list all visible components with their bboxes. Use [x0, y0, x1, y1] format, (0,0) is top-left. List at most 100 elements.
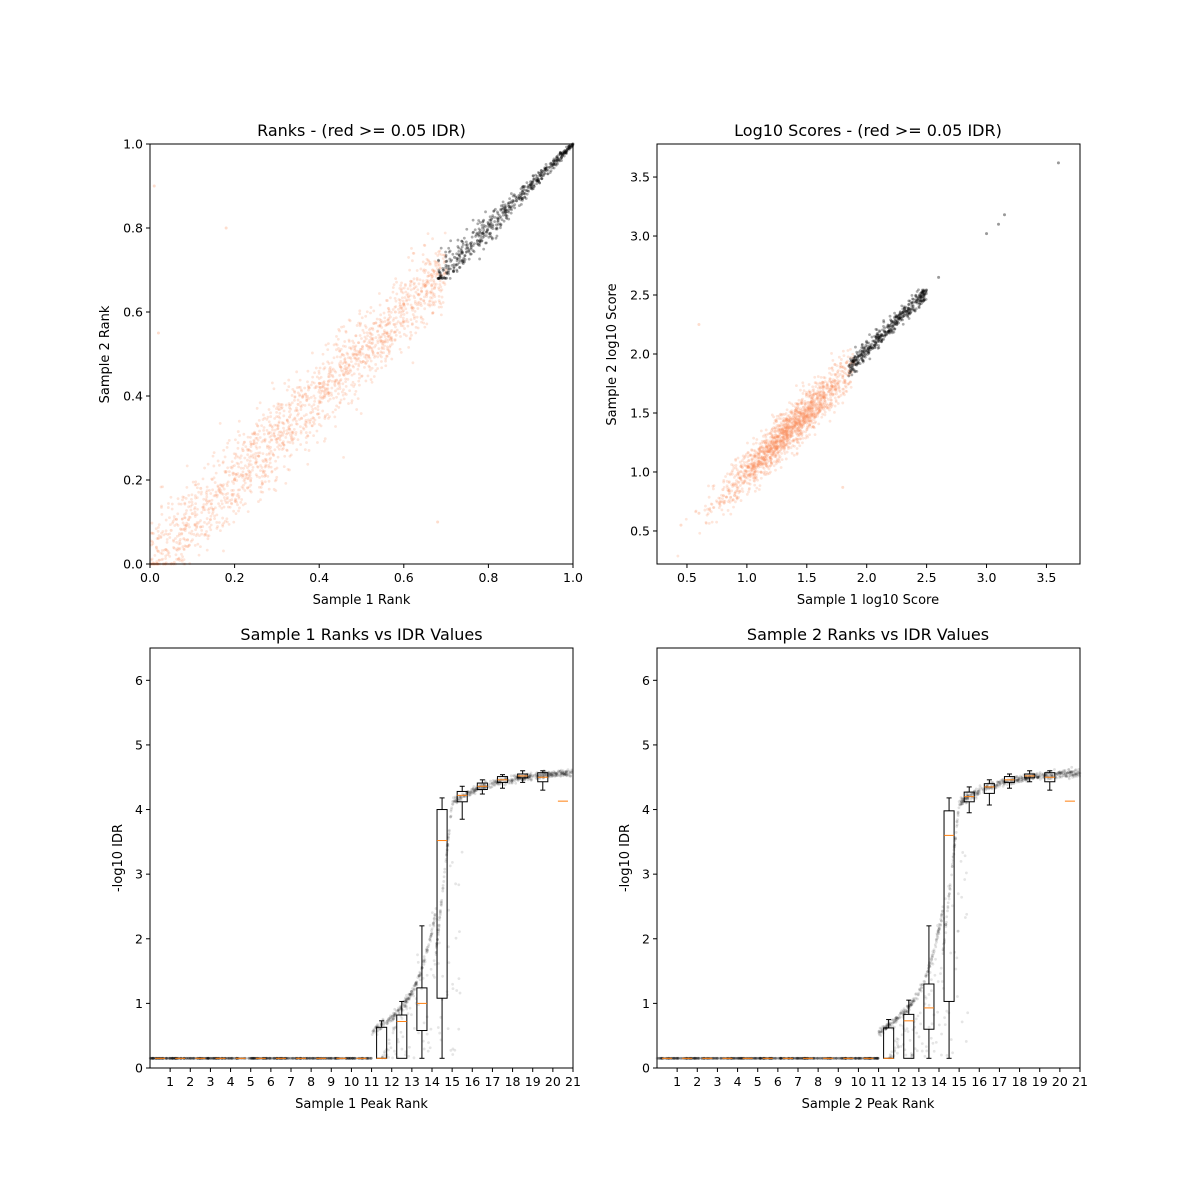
scatter-point [482, 223, 486, 227]
scatter-point [545, 168, 548, 172]
scatter-point [789, 427, 793, 431]
scatter-point [402, 302, 405, 306]
scatter-point [278, 416, 282, 420]
scatter-point [285, 418, 289, 422]
scatter-point [355, 324, 359, 327]
scatter-point [318, 382, 322, 385]
scatter-point [498, 222, 502, 226]
scatter-point [267, 420, 271, 424]
scatter-point [184, 545, 188, 548]
scatter-point [437, 299, 441, 303]
scatter-point [275, 423, 278, 427]
scatter-point [853, 370, 857, 374]
scatter-point [437, 250, 440, 254]
scatter-point [403, 296, 407, 299]
scatter-point [431, 274, 434, 278]
scatter-point [305, 441, 308, 444]
scatter-point [347, 363, 351, 367]
scatter-point [745, 464, 749, 468]
scatter-point [753, 489, 757, 493]
scatter-point [339, 355, 342, 359]
scatter-point [265, 460, 269, 464]
scatter-point [173, 517, 176, 521]
scatter-point [521, 184, 525, 188]
scatter-point [168, 536, 172, 539]
scatter-point [160, 506, 163, 509]
scatter-point [407, 346, 411, 349]
scatter-point [552, 159, 556, 163]
idr-point [442, 880, 446, 883]
scatter-point [497, 214, 501, 217]
scatter-point [371, 351, 375, 355]
scatter-point [304, 392, 308, 396]
scatter-point [539, 173, 543, 177]
scatter-point [186, 538, 190, 542]
scatter-point [721, 488, 725, 492]
scatter-point [529, 187, 533, 190]
scatter-point [264, 464, 268, 468]
scatter-point [382, 329, 386, 332]
scatter-point [431, 268, 435, 272]
scatter-point [543, 172, 546, 176]
scatter-point [364, 362, 368, 366]
scatter-point [361, 360, 365, 363]
scatter-point [452, 270, 455, 274]
scatter-point [285, 448, 289, 452]
scatter-point [323, 382, 327, 386]
scatter-point [510, 192, 513, 195]
scatter-point [245, 447, 249, 451]
scatter-point [207, 489, 211, 492]
scatter-point [164, 561, 168, 565]
scatter-point [786, 437, 790, 441]
scatter-point [323, 437, 327, 441]
scatter-point [216, 493, 219, 497]
scatter-point [310, 405, 314, 408]
scatter-point [560, 152, 564, 156]
scatter-point [422, 269, 425, 273]
scatter-point [438, 279, 442, 283]
scatter-point [374, 343, 378, 347]
scatter-point [389, 310, 393, 314]
scatter-point [254, 436, 258, 440]
scatter-point [433, 282, 436, 286]
scatter-point [883, 329, 886, 333]
scatter-point [801, 441, 804, 445]
scatter-point [461, 262, 465, 265]
scatter-point [752, 472, 756, 475]
scatter-point [818, 406, 821, 410]
scatter-point [495, 226, 499, 230]
scatter-point [439, 302, 443, 306]
scatter-point [919, 299, 923, 303]
scatter-point [428, 274, 432, 277]
scatter-point [703, 508, 707, 512]
scatter-point [281, 441, 285, 445]
scatter-point [806, 435, 810, 439]
scatter-point [544, 163, 548, 166]
scatter-point [477, 233, 481, 237]
scatter-point [841, 369, 845, 373]
scatter-point [359, 353, 363, 357]
scatter-point [327, 391, 331, 395]
scatter-point [218, 490, 222, 494]
scatter-point [300, 417, 304, 420]
scatter-point [371, 336, 375, 340]
scatter-point [504, 213, 507, 217]
scatter-point [272, 453, 276, 457]
scatter-point [837, 355, 841, 359]
scatter-point [398, 347, 402, 351]
scatter-point [338, 401, 342, 405]
scatter-point [261, 482, 265, 486]
scatter-point [161, 552, 164, 556]
scatter-point [829, 396, 832, 399]
scatter-point [365, 331, 369, 335]
scatter-point [378, 339, 382, 343]
scatter-point [318, 401, 322, 404]
scatter-point [402, 309, 405, 312]
scatter-point [756, 463, 760, 467]
scatter-point [563, 151, 566, 155]
scatter-point [264, 474, 268, 477]
scatter-point [182, 528, 186, 532]
scatter-point [180, 552, 183, 556]
scatter-point [504, 208, 508, 212]
scatter-point [248, 473, 252, 477]
